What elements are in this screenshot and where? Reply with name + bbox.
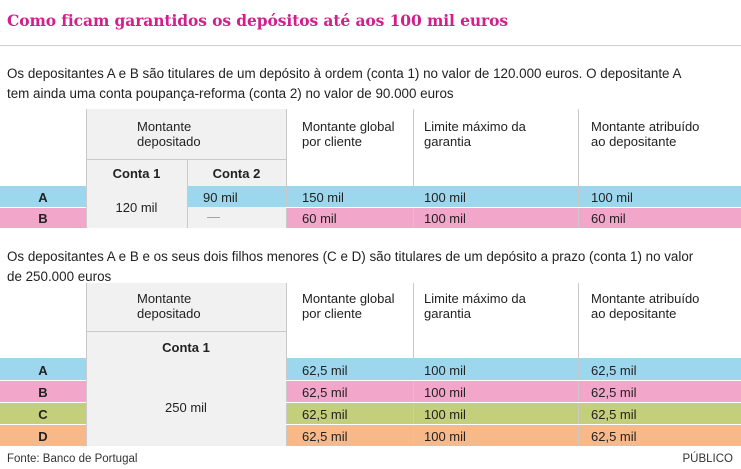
- row-a-atribuido: 100 mil: [591, 190, 633, 205]
- row2-b-label: B: [38, 385, 48, 400]
- row2-c-label-bg: [0, 402, 86, 424]
- row2-d-label: D: [38, 429, 48, 444]
- scenario2-intro-line2: de 250.000 euros: [7, 269, 112, 284]
- row2-d-values-bg: [286, 424, 741, 446]
- row-b-atribuido: 60 mil: [591, 211, 626, 226]
- montante-depositado-header-bg-2: [86, 283, 286, 331]
- row2-a-label: A: [38, 363, 48, 378]
- montante-depositado-header-2: Montante depositado: [137, 291, 201, 321]
- row2-b-label-bg: [0, 380, 86, 402]
- row2-d-atribuido: 62,5 mil: [591, 429, 637, 444]
- conta1-header: Conta 1: [86, 159, 187, 186]
- row-a-conta2: 90 mil: [203, 190, 238, 205]
- row-b-label-bg: [0, 207, 86, 228]
- row2-a-values-bg: [286, 358, 741, 380]
- row2-b-atribuido: 62,5 mil: [591, 385, 637, 400]
- row2-d-global: 62,5 mil: [302, 429, 348, 444]
- row2-a-limite: 100 mil: [424, 363, 466, 378]
- scenario2-table: Montante depositado Conta 1 Montante glo…: [0, 283, 741, 447]
- limite-header-2: Limite máximo da garantia: [424, 291, 526, 321]
- global-header: Montante global por cliente: [302, 119, 395, 149]
- scenario1-table: Montante depositado Conta 1 Conta 2 Mont…: [0, 109, 741, 229]
- row2-b-limite: 100 mil: [424, 385, 466, 400]
- row-a-limite: 100 mil: [424, 190, 466, 205]
- global-header-2: Montante global por cliente: [302, 291, 395, 321]
- page-title: Como ficam garantidos os depósitos até a…: [7, 11, 508, 30]
- row-a-global: 150 mil: [302, 190, 344, 205]
- row2-c-atribuido: 62,5 mil: [591, 407, 637, 422]
- conta1-shared-value-2: 250 mil: [165, 400, 207, 415]
- source-note: Fonte: Banco de Portugal: [7, 453, 138, 465]
- row2-c-values-bg: [286, 402, 741, 424]
- row2-b-global: 62,5 mil: [302, 385, 348, 400]
- row-b-values-bg: [286, 207, 741, 228]
- row-b-limite: 100 mil: [424, 211, 466, 226]
- scenario1-intro-line1: Os depositantes A e B são titulares de u…: [7, 66, 682, 81]
- title-divider: [0, 45, 741, 46]
- conta1-shared-value: 120 mil: [115, 200, 158, 215]
- conta1-header-2: Conta 1: [86, 331, 286, 358]
- row2-c-global: 62,5 mil: [302, 407, 348, 422]
- publisher-brand: PÚBLICO: [682, 453, 734, 465]
- row2-d-limite: 100 mil: [424, 429, 466, 444]
- row-a-label-bg: [0, 186, 86, 207]
- row2-c-limite: 100 mil: [424, 407, 466, 422]
- conta1-shared-bg: [86, 186, 187, 228]
- row-a-values-bg: [286, 186, 741, 207]
- conta2-header: Conta 2: [187, 159, 286, 186]
- row2-b-values-bg: [286, 380, 741, 402]
- row2-a-atribuido: 62,5 mil: [591, 363, 637, 378]
- scenario1-intro-line2: tem ainda uma conta poupança-reforma (co…: [7, 86, 454, 101]
- row2-d-label-bg: [0, 424, 86, 446]
- scenario2-intro: Os depositantes A e B e os seus dois fil…: [7, 247, 735, 287]
- row-a-conta2-bg: [187, 186, 286, 207]
- row2-a-global: 62,5 mil: [302, 363, 348, 378]
- scenario1-intro: Os depositantes A e B são titulares de u…: [7, 64, 735, 104]
- row-a-label: A: [38, 190, 48, 205]
- limite-header: Limite máximo da garantia: [424, 119, 526, 149]
- row-b-conta2-bg: [187, 207, 286, 228]
- atribuido-header: Montante atribuído ao depositante: [591, 119, 700, 149]
- row-b-global: 60 mil: [302, 211, 337, 226]
- row-b-conta2: —: [207, 209, 220, 224]
- montante-depositado-header: Montante depositado: [137, 119, 201, 149]
- conta1-shared-bg-2: [86, 358, 286, 446]
- row-b-label: B: [38, 211, 48, 226]
- scenario2-intro-line1: Os depositantes A e B e os seus dois fil…: [7, 249, 694, 264]
- atribuido-header-2: Montante atribuído ao depositante: [591, 291, 700, 321]
- montante-depositado-header-bg: [86, 109, 286, 159]
- row2-a-label-bg: [0, 358, 86, 380]
- row2-c-label: C: [38, 407, 48, 422]
